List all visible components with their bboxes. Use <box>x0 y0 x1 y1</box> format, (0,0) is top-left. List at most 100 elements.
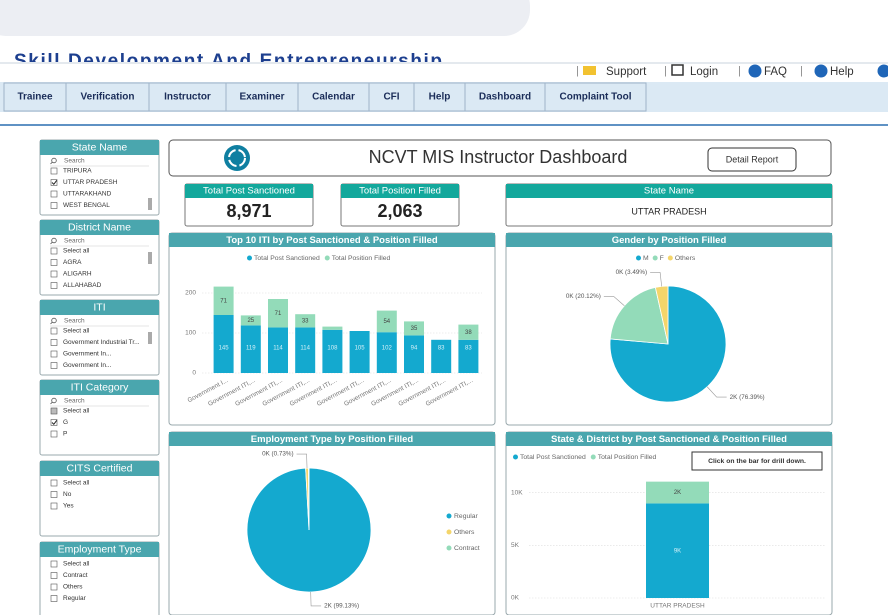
detail-button-label[interactable]: Detail Report <box>726 154 779 164</box>
checkbox[interactable] <box>50 479 58 487</box>
checkbox[interactable] <box>50 560 58 568</box>
nav-label[interactable]: Calendar <box>312 92 355 103</box>
bar-segment <box>295 314 316 328</box>
bar-segment <box>240 315 261 326</box>
nav-item[interactable] <box>297 82 370 112</box>
data-label: 0K (3.49%) <box>616 269 648 276</box>
data-label: 105 <box>355 346 366 352</box>
nav-item[interactable] <box>65 82 150 112</box>
filter-item[interactable]: Select all <box>63 248 90 255</box>
icon <box>583 66 596 75</box>
legend-marker <box>667 255 673 261</box>
nav-label[interactable]: Help <box>429 92 451 103</box>
scrollbar <box>148 252 152 264</box>
search-box[interactable]: Search <box>64 238 85 245</box>
checkbox[interactable] <box>50 350 58 358</box>
top-link[interactable]: Support <box>606 66 647 78</box>
bar-segment <box>458 339 479 373</box>
nav-label[interactable]: Trainee <box>17 92 52 103</box>
checkbox[interactable] <box>50 595 58 602</box>
checkbox[interactable] <box>50 583 58 591</box>
nav-label[interactable]: Complaint Tool <box>559 92 631 103</box>
nav-item[interactable] <box>544 82 647 112</box>
y-tick-label: 10K <box>511 489 523 496</box>
filter-item[interactable]: UTTAR PRADESH <box>63 179 118 186</box>
search-icon <box>50 241 53 245</box>
nav-item[interactable] <box>225 82 299 112</box>
filter-item[interactable]: Yes <box>63 503 74 510</box>
checkbox[interactable] <box>50 339 58 346</box>
top-link[interactable]: Login <box>690 66 718 78</box>
data-label: 0K (0.73%) <box>262 451 294 458</box>
filter-item[interactable]: Government In... <box>63 362 112 369</box>
scrollbar <box>148 332 152 344</box>
filter-item[interactable]: Government Industrial Tr... <box>63 339 140 346</box>
filter-item[interactable]: P <box>63 431 67 438</box>
checkbox[interactable] <box>50 190 58 198</box>
legend-marker <box>446 545 452 551</box>
checkbox[interactable] <box>50 282 58 289</box>
legend-label: Total Position Filled <box>598 454 657 461</box>
bar-segment <box>213 315 234 373</box>
chart-title-bar <box>506 432 832 446</box>
checkbox[interactable] <box>50 247 58 255</box>
card-title-bar <box>185 184 313 198</box>
pie-slice <box>308 467 310 531</box>
top-link[interactable]: Help <box>830 66 854 78</box>
checkbox[interactable] <box>50 407 58 415</box>
checkbox[interactable] <box>50 167 58 175</box>
bar-segment <box>240 325 261 373</box>
nav-label[interactable]: Instructor <box>164 92 211 103</box>
org-title: Skill Development And Entrepreneurship <box>14 51 442 72</box>
filter-item[interactable]: Select all <box>63 328 90 335</box>
nav-label[interactable]: Verification <box>81 92 135 103</box>
checkbox[interactable] <box>50 502 58 510</box>
legend-label: Contract <box>454 545 480 552</box>
nav-label[interactable]: CFI <box>383 92 399 103</box>
filter-title-bar <box>40 140 159 155</box>
filter-item[interactable]: Select all <box>63 408 90 415</box>
legend-marker <box>652 255 658 261</box>
filter-item[interactable]: Contract <box>63 572 88 579</box>
nav-item[interactable] <box>464 82 546 112</box>
checkbox[interactable] <box>50 270 58 278</box>
search-box[interactable]: Search <box>64 158 85 165</box>
filter-item[interactable]: AGRA <box>63 259 82 266</box>
checkbox[interactable] <box>50 327 58 335</box>
filter-item[interactable]: Select all <box>63 480 90 487</box>
checkbox[interactable] <box>50 202 58 209</box>
checkbox[interactable] <box>50 419 58 426</box>
search-box[interactable]: Search <box>64 398 85 405</box>
top-link[interactable]: FAQ <box>764 66 787 78</box>
filter-item[interactable]: No <box>63 491 72 498</box>
checkbox[interactable] <box>50 362 58 369</box>
filter-item[interactable]: ALIGARH <box>63 271 92 278</box>
filter-item[interactable]: ALLAHABAD <box>63 282 102 289</box>
nav-label[interactable]: Dashboard <box>479 92 531 103</box>
leader-line <box>650 272 662 287</box>
checkbox[interactable] <box>50 491 58 498</box>
icon <box>814 64 828 78</box>
search-box[interactable]: Search <box>64 318 85 325</box>
search-icon <box>51 397 57 404</box>
checkbox[interactable] <box>50 572 58 579</box>
nav-label[interactable]: Examiner <box>239 92 284 103</box>
filter-item[interactable]: UTTARAKHAND <box>63 191 112 198</box>
filter-item[interactable]: Government In... <box>63 351 112 358</box>
filter-item[interactable]: G <box>63 419 68 426</box>
chart-title: Gender by Position Filled <box>612 235 727 246</box>
checkbox[interactable] <box>50 430 58 438</box>
bar-segment <box>646 481 709 504</box>
checkbox[interactable] <box>50 259 58 266</box>
nav-item[interactable] <box>148 82 227 112</box>
filter-item[interactable]: WEST BENGAL <box>63 202 110 209</box>
filter-item[interactable]: Select all <box>63 561 90 568</box>
nav-item[interactable] <box>3 82 67 112</box>
bar-segment <box>431 339 452 373</box>
filter-item[interactable]: TRIPURA <box>63 168 92 175</box>
y-tick-label: 100 <box>185 330 196 337</box>
detail-button[interactable] <box>707 147 797 172</box>
checkbox[interactable] <box>50 179 58 186</box>
filter-item[interactable]: Others <box>63 584 83 591</box>
filter-item[interactable]: Regular <box>63 595 87 602</box>
